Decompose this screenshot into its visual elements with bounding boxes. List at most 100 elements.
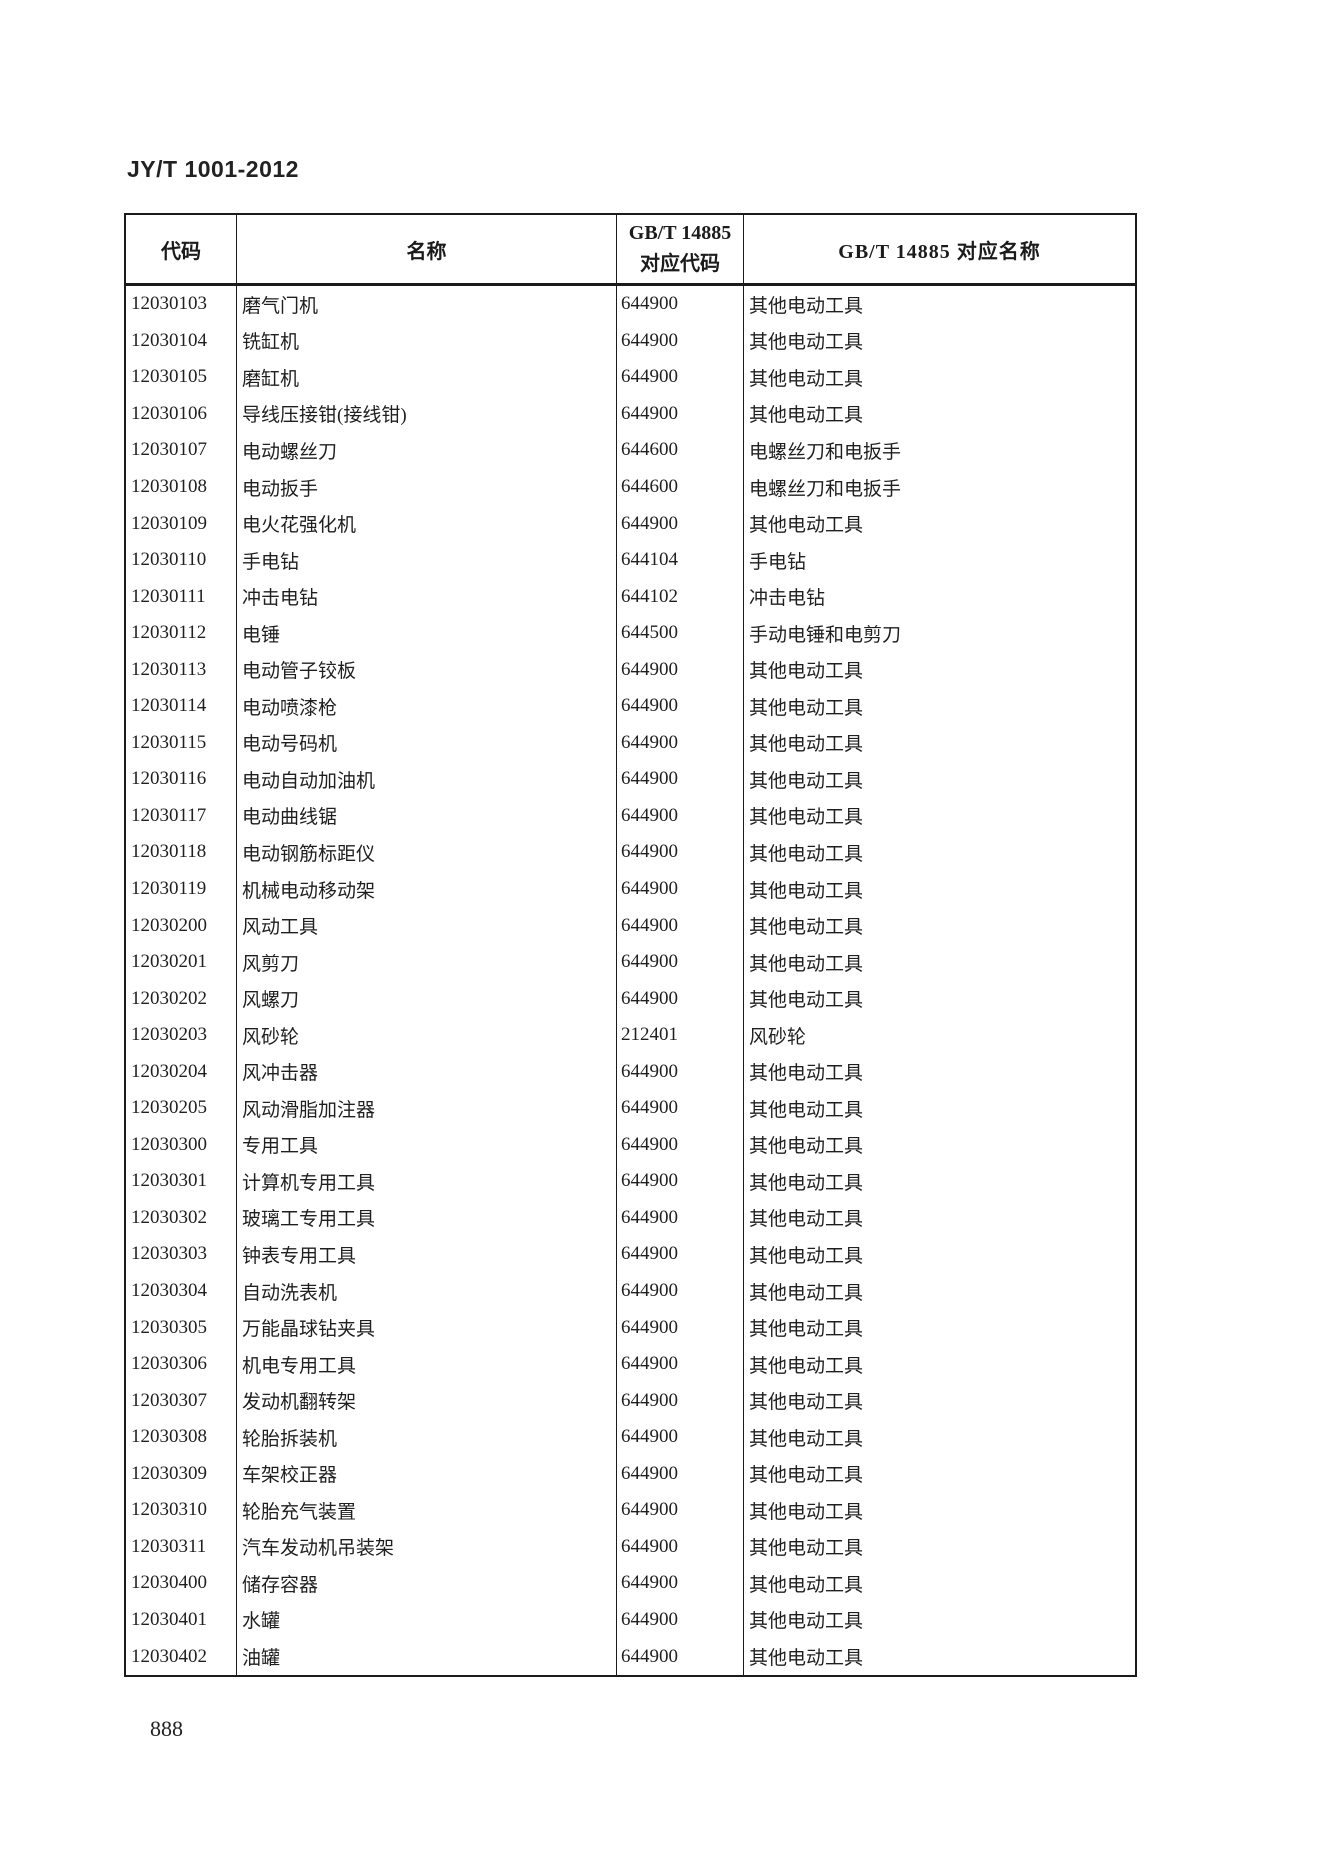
code-cell: 12030311 (126, 1528, 237, 1566)
gbt-code-cell: 644900 (617, 1601, 744, 1639)
code-cell: 12030303 (126, 1236, 237, 1273)
gbt-code-cell: 644900 (617, 1565, 744, 1602)
table-row: 12030401 水罐 644900 其他电动工具 (126, 1601, 1135, 1639)
code-cell: 12030310 (126, 1492, 237, 1529)
table-row: 12030301 计算机专用工具 644900 其他电动工具 (126, 1163, 1135, 1200)
gbt-name-cell: 其他电动工具 (749, 405, 864, 427)
gbt-name-cell: 其他电动工具 (749, 917, 864, 939)
table-row: 12030112 电锤 644500 手动电锤和电剪刀 (126, 614, 1135, 652)
name-cell: 冲击电钻 (237, 578, 617, 615)
gbt-code-cell: 644900 (617, 1126, 744, 1164)
header-gbt-code-line2: 对应代码 (640, 253, 720, 275)
header-name: 名称 (237, 215, 617, 283)
gbt-name-cell: 其他电动工具 (749, 770, 864, 792)
gbt-name-cell: 风砂轮 (749, 1026, 807, 1048)
gbt-name-cell: 其他电动工具 (749, 1355, 864, 1377)
table-row: 12030113 电动管子铰板 644900 其他电动工具 (126, 651, 1135, 689)
gbt-name-cell: 其他电动工具 (749, 295, 864, 317)
table-row: 12030105 磨缸机 644900 其他电动工具 (126, 359, 1135, 396)
code-cell: 12030119 (126, 870, 237, 908)
table-row: 12030108 电动扳手 644600 电螺丝刀和电扳手 (126, 468, 1135, 506)
name-cell: 电动喷漆枪 (237, 688, 617, 725)
table-row: 12030302 玻璃工专用工具 644900 其他电动工具 (126, 1199, 1135, 1237)
name-cell: 手电钻 (237, 541, 617, 579)
table-row: 12030204 风冲击器 644900 其他电动工具 (126, 1053, 1135, 1091)
name-cell: 汽车发动机吊装架 (237, 1528, 617, 1566)
table-row: 12030309 车架校正器 644900 其他电动工具 (126, 1455, 1135, 1493)
name-cell: 自动洗表机 (237, 1272, 617, 1310)
code-cell: 12030105 (126, 359, 237, 396)
gbt-name-cell: 手电钻 (749, 551, 807, 573)
code-cell: 12030200 (126, 907, 237, 944)
table-row: 12030400 储存容器 644900 其他电动工具 (126, 1565, 1135, 1602)
name-cell: 风剪刀 (237, 943, 617, 981)
gbt-name-cell: 其他电动工具 (749, 1172, 864, 1194)
table-row: 12030103 磨气门机 644900 其他电动工具 (126, 286, 1135, 323)
gbt-name-cell: 其他电动工具 (749, 880, 864, 902)
code-cell: 12030114 (126, 688, 237, 725)
code-cell: 12030301 (126, 1163, 237, 1200)
gbt-code-cell: 644900 (617, 1053, 744, 1091)
table-row: 12030118 电动钢筋标距仪 644900 其他电动工具 (126, 834, 1135, 871)
name-cell: 风冲击器 (237, 1053, 617, 1091)
code-cell: 12030103 (126, 286, 237, 323)
code-cell: 12030110 (126, 541, 237, 579)
gbt-name-cell: 其他电动工具 (749, 661, 864, 683)
name-cell: 电动扳手 (237, 468, 617, 506)
code-cell: 12030118 (126, 834, 237, 871)
name-cell: 磨气门机 (237, 286, 617, 323)
gbt-code-cell: 644900 (617, 980, 744, 1017)
gbt-name-cell: 其他电动工具 (749, 1574, 864, 1596)
table-row: 12030310 轮胎充气装置 644900 其他电动工具 (126, 1492, 1135, 1529)
code-cell: 12030116 (126, 761, 237, 798)
code-cell: 12030111 (126, 578, 237, 615)
name-cell: 风螺刀 (237, 980, 617, 1017)
table-row: 12030106 导线压接钳(接线钳) 644900 其他电动工具 (126, 395, 1135, 433)
gbt-name-cell: 手动电锤和电剪刀 (749, 624, 902, 646)
gbt-code-cell: 644900 (617, 395, 744, 433)
name-cell: 铣缸机 (237, 322, 617, 360)
gbt-name-cell: 其他电动工具 (749, 1099, 864, 1121)
table-body: 12030103 磨气门机 644900 其他电动工具 12030104 铣缸机 64490… (126, 286, 1135, 1675)
name-cell: 风砂轮 (237, 1016, 617, 1054)
gbt-name-cell: 其他电动工具 (749, 1392, 864, 1414)
code-cell: 12030400 (126, 1565, 237, 1602)
name-cell: 磨缸机 (237, 359, 617, 396)
code-cell: 12030402 (126, 1638, 237, 1675)
code-cell: 12030203 (126, 1016, 237, 1054)
gbt-name-cell: 其他电动工具 (749, 990, 864, 1012)
name-cell: 发动机翻转架 (237, 1382, 617, 1419)
gbt-name-cell: 其他电动工具 (749, 1282, 864, 1304)
gbt-code-cell: 644900 (617, 1382, 744, 1419)
table-row: 12030114 电动喷漆枪 644900 其他电动工具 (126, 688, 1135, 725)
gbt-code-cell: 644900 (617, 870, 744, 908)
name-cell: 机电专用工具 (237, 1345, 617, 1383)
gbt-name-cell: 其他电动工具 (749, 734, 864, 756)
name-cell: 风动滑脂加注器 (237, 1090, 617, 1127)
code-cell: 12030309 (126, 1455, 237, 1493)
gbt-name-cell: 电螺丝刀和电扳手 (749, 478, 902, 500)
name-cell: 电锤 (237, 614, 617, 652)
name-cell: 车架校正器 (237, 1455, 617, 1493)
table-row: 12030109 电火花强化机 644900 其他电动工具 (126, 505, 1135, 542)
name-cell: 电动螺丝刀 (237, 432, 617, 469)
gbt-name-cell: 其他电动工具 (749, 1611, 864, 1633)
gbt-code-cell: 644900 (617, 359, 744, 396)
gbt-code-cell: 644900 (617, 761, 744, 798)
gbt-name-cell: 其他电动工具 (749, 807, 864, 829)
name-cell: 玻璃工专用工具 (237, 1199, 617, 1237)
gbt-code-cell: 644900 (617, 907, 744, 944)
gbt-code-cell: 644900 (617, 322, 744, 360)
name-cell: 水罐 (237, 1601, 617, 1639)
gbt-name-cell: 其他电动工具 (749, 1136, 864, 1158)
gbt-code-cell: 644900 (617, 1090, 744, 1127)
gbt-code-cell: 644900 (617, 1418, 744, 1456)
gbt-code-cell: 644900 (617, 1199, 744, 1237)
gbt-code-cell: 644900 (617, 505, 744, 542)
table-row: 12030304 自动洗表机 644900 其他电动工具 (126, 1272, 1135, 1310)
code-cell: 12030115 (126, 724, 237, 762)
name-cell: 电动管子铰板 (237, 651, 617, 689)
table-row: 12030111 冲击电钻 644102 冲击电钻 (126, 578, 1135, 615)
gbt-name-cell: 其他电动工具 (749, 1063, 864, 1085)
gbt-name-cell: 电螺丝刀和电扳手 (749, 441, 902, 463)
